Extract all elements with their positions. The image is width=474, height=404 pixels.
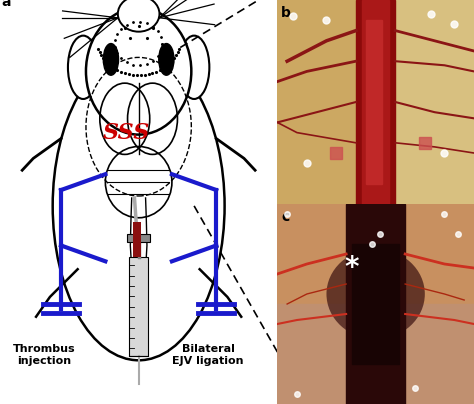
Bar xyxy=(346,204,405,404)
Bar xyxy=(277,204,474,304)
Ellipse shape xyxy=(53,51,225,360)
Ellipse shape xyxy=(68,36,99,99)
Bar xyxy=(127,234,150,242)
Bar xyxy=(133,222,141,257)
Bar xyxy=(277,304,474,404)
Ellipse shape xyxy=(103,44,118,75)
Ellipse shape xyxy=(86,8,191,135)
Text: *: * xyxy=(345,254,359,282)
Bar xyxy=(366,20,382,183)
Text: c: c xyxy=(281,210,290,224)
Text: Thrombus
injection: Thrombus injection xyxy=(13,345,76,366)
Ellipse shape xyxy=(179,36,210,99)
Bar xyxy=(362,0,390,204)
Bar xyxy=(356,0,395,204)
Text: SSS: SSS xyxy=(102,122,150,143)
Bar xyxy=(277,0,375,204)
Bar xyxy=(375,0,474,204)
Bar xyxy=(129,257,148,356)
Text: a: a xyxy=(1,0,11,9)
Text: b: b xyxy=(281,6,291,20)
Text: Bilateral
EJV ligation: Bilateral EJV ligation xyxy=(172,345,244,366)
Ellipse shape xyxy=(118,0,159,32)
Bar xyxy=(352,244,399,364)
Ellipse shape xyxy=(327,249,425,339)
Ellipse shape xyxy=(159,44,174,75)
